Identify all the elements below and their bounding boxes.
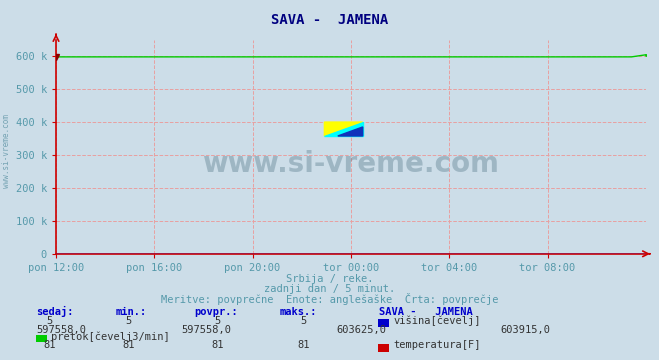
Text: 603915,0: 603915,0 bbox=[501, 325, 551, 335]
Text: Srbija / reke.: Srbija / reke. bbox=[286, 274, 373, 284]
Text: pretok[čevelj3/min]: pretok[čevelj3/min] bbox=[51, 331, 170, 342]
Polygon shape bbox=[324, 122, 362, 136]
Text: zadnji dan / 5 minut.: zadnji dan / 5 minut. bbox=[264, 284, 395, 294]
Text: 5: 5 bbox=[214, 316, 221, 326]
Text: sedaj:: sedaj: bbox=[36, 306, 74, 317]
Text: 597558,0: 597558,0 bbox=[36, 325, 86, 335]
Text: 81: 81 bbox=[297, 341, 309, 351]
Text: 81: 81 bbox=[212, 341, 223, 351]
Text: 81: 81 bbox=[123, 341, 134, 351]
Text: min.:: min.: bbox=[115, 307, 146, 317]
Text: maks.:: maks.: bbox=[280, 307, 318, 317]
Text: Meritve: povprečne  Enote: anglešaške  Črta: povprečje: Meritve: povprečne Enote: anglešaške Črt… bbox=[161, 293, 498, 305]
Text: SAVA -   JAMENA: SAVA - JAMENA bbox=[379, 307, 473, 317]
Polygon shape bbox=[324, 122, 362, 136]
Text: povpr.:: povpr.: bbox=[194, 307, 238, 317]
Text: www.si-vreme.com: www.si-vreme.com bbox=[2, 114, 11, 188]
Polygon shape bbox=[338, 127, 362, 136]
Text: temperatura[F]: temperatura[F] bbox=[393, 341, 481, 351]
Text: 5: 5 bbox=[46, 316, 53, 326]
Text: SAVA -  JAMENA: SAVA - JAMENA bbox=[271, 13, 388, 27]
Text: 5: 5 bbox=[125, 316, 132, 326]
Text: višina[čevelj]: višina[čevelj] bbox=[393, 315, 481, 326]
Text: 81: 81 bbox=[43, 341, 55, 351]
Text: 603625,0: 603625,0 bbox=[336, 325, 386, 335]
Text: www.si-vreme.com: www.si-vreme.com bbox=[202, 150, 500, 178]
Text: 597558,0: 597558,0 bbox=[181, 325, 231, 335]
Text: 5: 5 bbox=[300, 316, 306, 326]
